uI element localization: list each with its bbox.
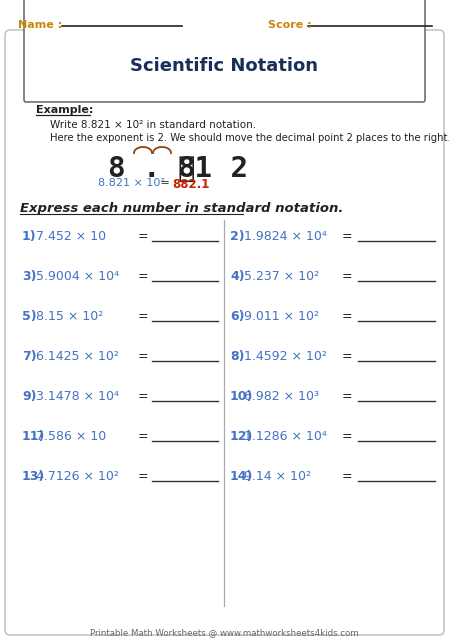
Text: =: =	[138, 470, 149, 483]
Text: 6): 6)	[230, 310, 245, 323]
Text: 8 . 8  2: 8 . 8 2	[108, 155, 248, 183]
Text: Name :: Name :	[18, 20, 62, 30]
FancyBboxPatch shape	[114, 40, 335, 76]
Text: ˅1: ˅1	[178, 155, 213, 183]
Text: 9.14 × 10²: 9.14 × 10²	[244, 470, 311, 483]
Text: Score :: Score :	[268, 20, 312, 30]
Text: 6.1425 × 10²: 6.1425 × 10²	[36, 350, 119, 363]
Text: 1.4592 × 10²: 1.4592 × 10²	[244, 350, 327, 363]
FancyBboxPatch shape	[24, 0, 425, 102]
Text: 8.15 × 10²: 8.15 × 10²	[36, 310, 103, 323]
Text: 5.9004 × 10⁴: 5.9004 × 10⁴	[36, 270, 119, 283]
Text: =: =	[342, 430, 352, 443]
Text: Printable Math Worksheets @ www.mathworksheets4kids.com: Printable Math Worksheets @ www.mathwork…	[90, 628, 358, 637]
Text: 7.586 × 10: 7.586 × 10	[36, 430, 106, 443]
Text: Express each number in standard notation.: Express each number in standard notation…	[20, 202, 343, 215]
Text: 11): 11)	[22, 430, 45, 443]
Text: =: =	[342, 350, 352, 363]
Text: 3): 3)	[22, 270, 36, 283]
Text: =: =	[138, 270, 149, 283]
Text: 14): 14)	[230, 470, 253, 483]
Text: 9): 9)	[22, 390, 36, 403]
Text: 6.982 × 10³: 6.982 × 10³	[244, 390, 319, 403]
Text: 5.237 × 10²: 5.237 × 10²	[244, 270, 319, 283]
Text: 882.1: 882.1	[172, 178, 209, 191]
Text: 7.452 × 10: 7.452 × 10	[36, 230, 106, 243]
Text: Here the exponent is 2. We should move the decimal point 2 places to the right.: Here the exponent is 2. We should move t…	[50, 133, 449, 143]
Text: =: =	[138, 390, 149, 403]
Text: 13): 13)	[22, 470, 45, 483]
Text: =: =	[342, 390, 352, 403]
Text: 3.1478 × 10⁴: 3.1478 × 10⁴	[36, 390, 119, 403]
Text: 1.1286 × 10⁴: 1.1286 × 10⁴	[244, 430, 327, 443]
Text: 1.9824 × 10⁴: 1.9824 × 10⁴	[244, 230, 327, 243]
Text: =: =	[138, 230, 149, 243]
Text: 12): 12)	[230, 430, 253, 443]
Text: Scientific Notation: Scientific Notation	[130, 57, 318, 75]
FancyBboxPatch shape	[5, 30, 444, 635]
Text: Write 8.821 × 10² in standard notation.: Write 8.821 × 10² in standard notation.	[50, 120, 256, 130]
Text: 1): 1)	[22, 230, 37, 243]
Text: 4): 4)	[230, 270, 245, 283]
Text: 2): 2)	[230, 230, 245, 243]
Text: =: =	[138, 350, 149, 363]
Text: 8.821 × 10²: 8.821 × 10²	[98, 178, 165, 188]
Text: =: =	[342, 470, 352, 483]
Text: Example:: Example:	[36, 105, 93, 115]
Text: 9.011 × 10²: 9.011 × 10²	[244, 310, 319, 323]
Text: =: =	[342, 270, 352, 283]
Text: =: =	[342, 230, 352, 243]
Text: =: =	[138, 430, 149, 443]
Text: =: =	[138, 310, 149, 323]
Text: 5): 5)	[22, 310, 37, 323]
Text: 4.7126 × 10²: 4.7126 × 10²	[36, 470, 119, 483]
Text: 10): 10)	[230, 390, 253, 403]
Text: 8): 8)	[230, 350, 245, 363]
Text: =: =	[157, 178, 173, 188]
Text: =: =	[342, 310, 352, 323]
Text: 7): 7)	[22, 350, 37, 363]
